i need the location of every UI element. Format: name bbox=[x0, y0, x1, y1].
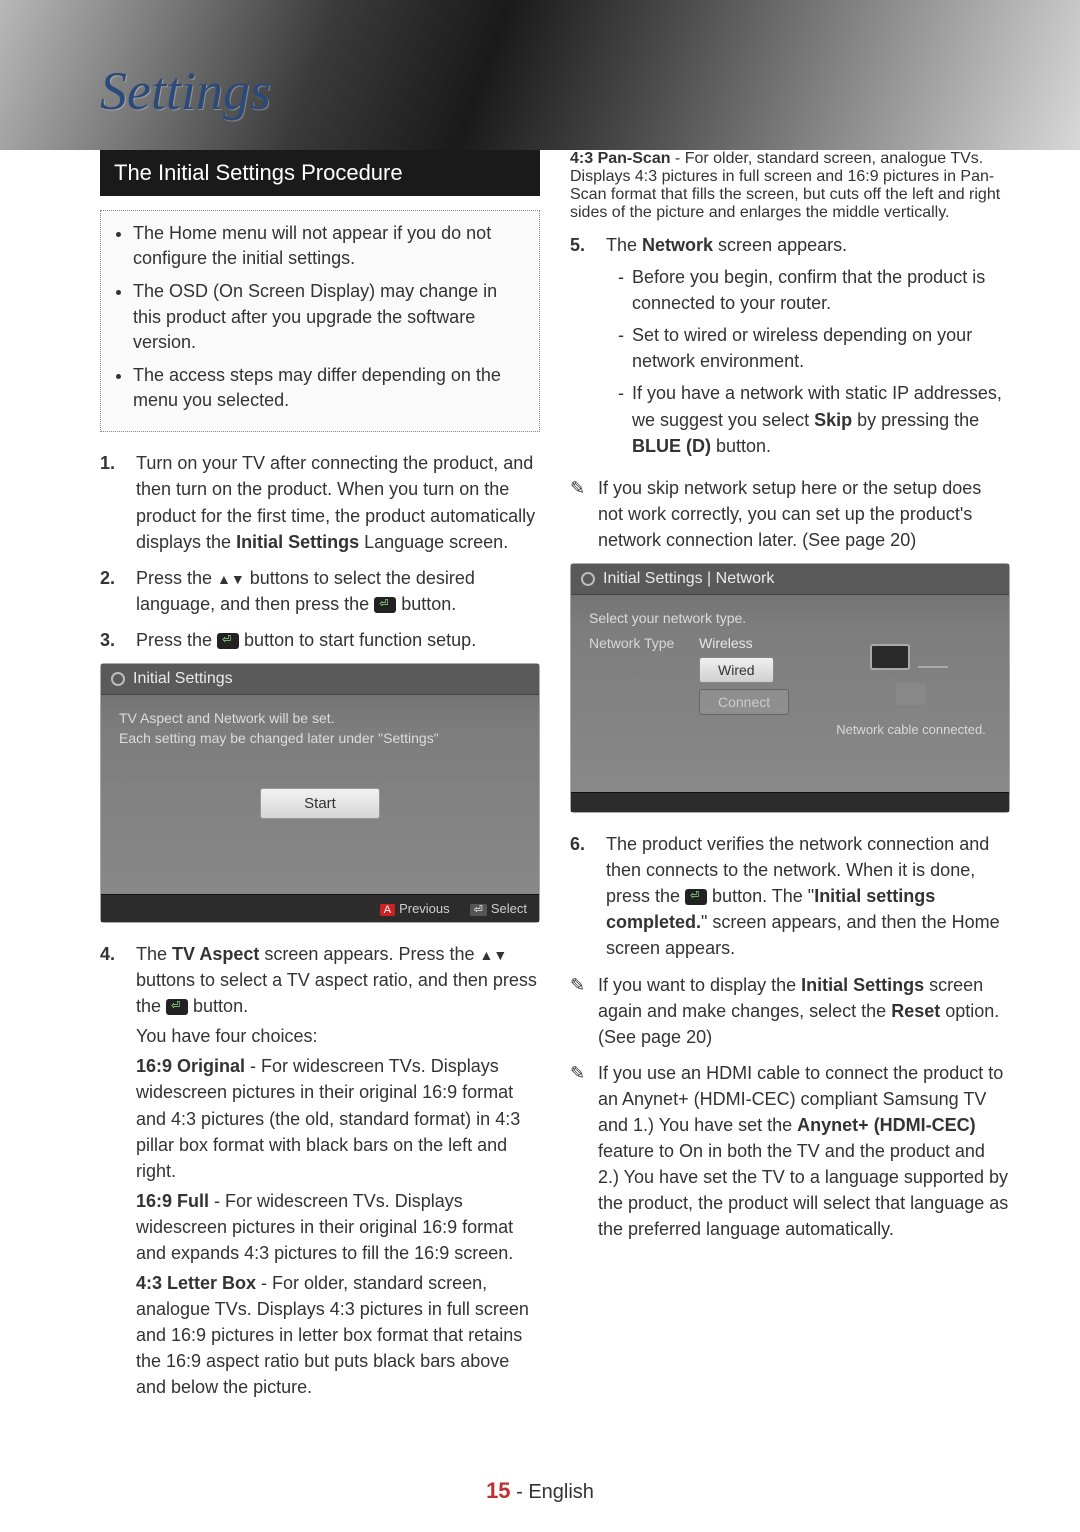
step-text: button. bbox=[188, 996, 248, 1016]
ui-titlebar: Initial Settings | Network bbox=[571, 564, 1009, 595]
hand-icon: ✎ bbox=[570, 1060, 590, 1243]
aspect-option-title: 4:3 Letter Box bbox=[136, 1273, 256, 1293]
aspect-option-title: 16:9 Full bbox=[136, 1191, 209, 1211]
choices-intro: You have four choices: bbox=[136, 1023, 540, 1049]
step-text: screen appears. Press the bbox=[259, 944, 479, 964]
step-text: The bbox=[136, 944, 172, 964]
step-number: 3. bbox=[100, 627, 122, 653]
page-footer: 15 - English bbox=[0, 1478, 1080, 1504]
step-text: screen appears. bbox=[713, 235, 847, 255]
sub-item: Set to wired or wireless depending on yo… bbox=[618, 322, 1010, 374]
ui-panel-initial-settings: Initial Settings TV Aspect and Network w… bbox=[100, 663, 540, 923]
hand-note: ✎ If you want to display the Initial Set… bbox=[570, 972, 1010, 1050]
note-item: The access steps may differ depending on… bbox=[133, 363, 525, 413]
step-number: 1. bbox=[100, 450, 122, 554]
wireless-option[interactable]: Wireless bbox=[699, 635, 753, 651]
bold-term: Initial Settings bbox=[236, 532, 359, 552]
enter-icon bbox=[166, 999, 188, 1015]
hand-icon: ✎ bbox=[570, 475, 590, 553]
network-status: Network cable connected. bbox=[831, 722, 991, 737]
page-language: English bbox=[528, 1481, 594, 1503]
sub-item: Before you begin, confirm that the produ… bbox=[618, 264, 1010, 316]
section-header: The Initial Settings Procedure bbox=[100, 150, 540, 196]
step-4: 4. The TV Aspect screen appears. Press t… bbox=[100, 941, 540, 1405]
step-number: 2. bbox=[100, 565, 122, 617]
page-title: Settings bbox=[100, 60, 271, 122]
ui-titlebar: Initial Settings bbox=[101, 664, 539, 695]
network-diagram: Network cable connected. bbox=[831, 644, 991, 737]
enter-icon bbox=[217, 633, 239, 649]
aspect-option-title: 4:3 Pan-Scan bbox=[570, 150, 670, 167]
step-text: button. The " bbox=[707, 886, 814, 906]
connect-button[interactable]: Connect bbox=[699, 689, 789, 715]
ui-footer: APrevious ⏎Select bbox=[101, 894, 539, 922]
wired-option[interactable]: Wired bbox=[699, 657, 774, 683]
key-enter-icon: ⏎ bbox=[470, 904, 487, 916]
note-text: If you skip network setup here or the se… bbox=[598, 475, 1010, 553]
enter-icon bbox=[685, 889, 707, 905]
network-type-label: Network Type bbox=[589, 635, 689, 651]
hand-icon: ✎ bbox=[570, 972, 590, 1050]
step-text: button to start function setup. bbox=[239, 630, 476, 650]
ring-icon bbox=[581, 572, 595, 586]
ui-footer bbox=[571, 792, 1009, 812]
step-number: 6. bbox=[570, 831, 592, 961]
notes-box: The Home menu will not appear if you do … bbox=[100, 210, 540, 432]
step-2: 2. Press the ▲▼ buttons to select the de… bbox=[100, 565, 540, 617]
right-column: 4:3 Pan-Scan - For older, standard scree… bbox=[570, 150, 1010, 1492]
step-text: The bbox=[606, 235, 642, 255]
step-text: Press the bbox=[136, 630, 217, 650]
aspect-option-title: 16:9 Original bbox=[136, 1056, 245, 1076]
ui-panel-network: Initial Settings | Network Select your n… bbox=[570, 563, 1010, 813]
step-5: 5. The Network screen appears. Before yo… bbox=[570, 232, 1010, 465]
network-prompt: Select your network type. bbox=[589, 609, 991, 629]
step-6: 6. The product verifies the network conn… bbox=[570, 831, 1010, 961]
step-text: Press the bbox=[136, 568, 217, 588]
note-item: The OSD (On Screen Display) may change i… bbox=[133, 279, 525, 355]
note-item: The Home menu will not appear if you do … bbox=[133, 221, 525, 271]
ui-title: Initial Settings bbox=[133, 670, 233, 688]
ui-title: Initial Settings | Network bbox=[603, 570, 774, 588]
left-column: The Initial Settings Procedure The Home … bbox=[100, 150, 540, 1492]
ring-icon bbox=[111, 672, 125, 686]
device-icon bbox=[896, 683, 926, 705]
step-1: 1. Turn on your TV after connecting the … bbox=[100, 450, 540, 554]
router-icon bbox=[870, 644, 910, 670]
page-number: 15 bbox=[486, 1478, 510, 1503]
up-down-arrows: ▲▼ bbox=[480, 947, 508, 963]
bold-term: Network bbox=[642, 235, 713, 255]
page-body: The Initial Settings Procedure The Home … bbox=[0, 150, 1080, 1532]
start-button[interactable]: Start bbox=[260, 788, 380, 819]
step-number: 4. bbox=[100, 941, 122, 1405]
hand-note: ✎ If you skip network setup here or the … bbox=[570, 475, 1010, 553]
ui-desc: TV Aspect and Network will be set. bbox=[119, 709, 521, 729]
step-text: Language screen. bbox=[359, 532, 508, 552]
step-text: button. bbox=[396, 594, 456, 614]
ui-desc: Each setting may be changed later under … bbox=[119, 729, 521, 749]
step-3: 3. Press the button to start function se… bbox=[100, 627, 540, 653]
step-number: 5. bbox=[570, 232, 592, 465]
bold-term: TV Aspect bbox=[172, 944, 259, 964]
footer-select[interactable]: ⏎Select bbox=[470, 901, 527, 916]
footer-previous[interactable]: APrevious bbox=[380, 901, 450, 916]
hand-note: ✎ If you use an HDMI cable to connect th… bbox=[570, 1060, 1010, 1243]
key-a-icon: A bbox=[380, 904, 395, 916]
enter-icon bbox=[374, 597, 396, 613]
sub-item: If you have a network with static IP add… bbox=[618, 380, 1010, 458]
up-down-arrows: ▲▼ bbox=[217, 571, 245, 587]
